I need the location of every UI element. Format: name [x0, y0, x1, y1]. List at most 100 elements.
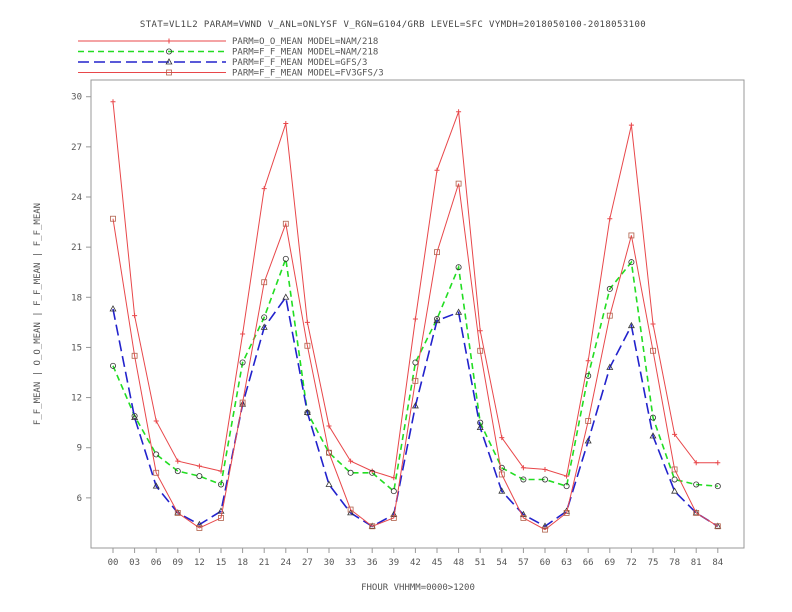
data-point — [455, 264, 462, 271]
data-point — [542, 526, 548, 533]
chart-title: STAT=VL1L2 PARAM=VWND V_ANL=ONLYSF V_RGN… — [140, 20, 646, 30]
plot-frame — [90, 79, 745, 549]
data-point — [671, 487, 679, 494]
y-tick-label: 15 — [71, 343, 82, 353]
data-point — [304, 342, 311, 349]
data-point — [196, 473, 203, 480]
x-tick-label: 27 — [302, 558, 313, 568]
data-point — [153, 469, 160, 476]
data-point — [433, 316, 441, 324]
x-tick-label: 66 — [583, 558, 594, 568]
data-point — [456, 109, 462, 115]
data-point — [109, 305, 117, 312]
data-point — [498, 464, 505, 471]
data-point — [476, 423, 484, 431]
data-point — [153, 418, 159, 424]
series-line — [112, 258, 718, 493]
data-point — [369, 523, 376, 530]
data-point — [240, 331, 246, 337]
data-point — [520, 476, 527, 483]
data-point — [282, 293, 290, 300]
data-point — [282, 220, 289, 227]
data-point — [326, 449, 332, 456]
legend-marker — [165, 48, 172, 55]
data-point — [714, 483, 721, 490]
data-point — [326, 423, 332, 429]
data-point — [542, 476, 549, 483]
data-point — [693, 460, 699, 466]
data-point — [131, 412, 138, 419]
data-point — [110, 99, 116, 105]
data-point — [563, 483, 570, 490]
data-point — [348, 458, 354, 464]
data-point — [261, 186, 267, 192]
x-tick-label: 15 — [216, 558, 227, 568]
data-point — [239, 359, 246, 366]
data-point — [131, 352, 138, 359]
data-point — [239, 400, 247, 407]
data-point — [671, 466, 678, 473]
data-point — [412, 316, 418, 322]
data-point — [607, 216, 613, 222]
x-tick-label: 18 — [237, 558, 248, 568]
data-point — [304, 319, 310, 325]
data-point — [628, 259, 635, 266]
legend-marker — [166, 69, 172, 76]
data-point — [196, 463, 202, 469]
data-point — [693, 481, 700, 488]
data-point — [325, 480, 333, 487]
x-tick-label: 12 — [194, 558, 205, 568]
x-tick-label: 39 — [388, 558, 399, 568]
x-tick-label: 78 — [669, 558, 680, 568]
data-point — [628, 122, 634, 128]
data-point — [542, 466, 548, 472]
data-point — [649, 432, 657, 439]
x-tick-label: 63 — [561, 558, 572, 568]
legend-label: PARM=F_F_MEAN MODEL=FV3GFS/3 — [232, 69, 384, 79]
data-point — [715, 460, 721, 466]
data-point — [584, 437, 592, 444]
data-point — [563, 509, 570, 516]
x-tick-label: 48 — [453, 558, 464, 568]
y-tick-label: 12 — [71, 394, 82, 404]
data-point — [541, 522, 549, 529]
series-line — [112, 183, 719, 531]
x-tick-label: 45 — [432, 558, 443, 568]
data-point — [627, 321, 635, 329]
x-tick-label: 09 — [172, 558, 183, 568]
data-point — [347, 469, 354, 476]
data-point — [455, 180, 462, 187]
x-tick-label: 69 — [604, 558, 615, 568]
series-line — [112, 101, 718, 479]
x-tick-label: 03 — [129, 558, 140, 568]
x-axis: 00 03 06 09 12 15 18 21 24 27 30 33 36 39 42 45 48 51 54 57… — [108, 548, 723, 568]
data-point — [477, 328, 483, 334]
x-tick-label: 21 — [259, 558, 270, 568]
data-point — [564, 473, 570, 479]
legend-label: PARM=O_O_MEAN MODEL=NAM/218 — [232, 37, 378, 47]
data-point — [434, 249, 440, 256]
y-tick-label: 9 — [77, 444, 82, 454]
data-point — [606, 312, 613, 319]
y-axis: 6 9 12 15 18 21 24 27 30 — [71, 93, 91, 504]
y-tick-label: 21 — [71, 243, 82, 253]
data-point — [650, 347, 656, 354]
y-axis-label: F_F_MEAN | O_O_MEAN | F_F_MEAN | F_F_MEA… — [33, 203, 43, 425]
legend-label: PARM=F_F_MEAN MODEL=GFS/3 — [232, 58, 367, 68]
x-axis-label: FHOUR VHHMM=0000>1200 — [361, 583, 475, 593]
x-tick-label: 75 — [648, 558, 659, 568]
data-point — [585, 418, 592, 424]
x-tick-label: 72 — [626, 558, 637, 568]
data-point — [671, 476, 678, 483]
x-tick-label: 06 — [151, 558, 162, 568]
data-point — [260, 323, 268, 330]
data-point — [499, 435, 505, 441]
y-tick-label: 6 — [77, 494, 82, 504]
data-point — [239, 399, 246, 406]
data-point — [174, 509, 181, 516]
data-point — [498, 471, 505, 478]
data-point — [628, 232, 635, 239]
x-tick-label: 81 — [691, 558, 702, 568]
series-group — [110, 99, 721, 481]
